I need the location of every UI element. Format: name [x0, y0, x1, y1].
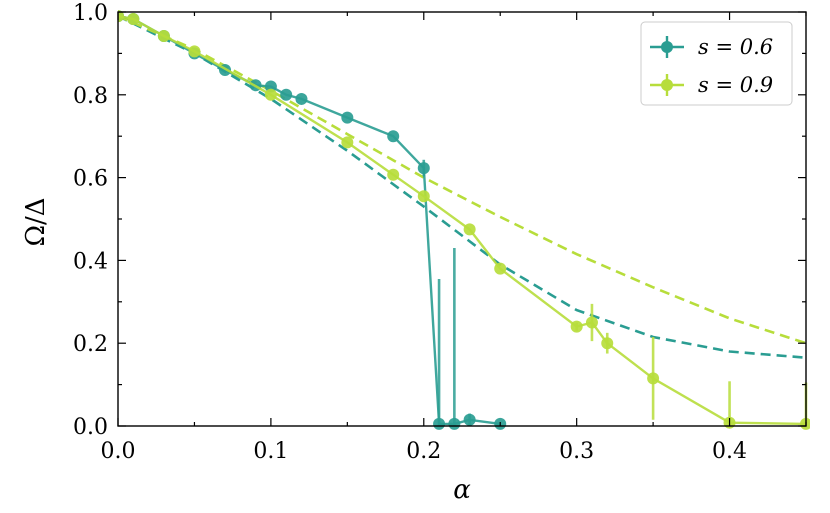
data-point-s09-15	[800, 417, 810, 430]
y-tick-label: 1.0	[73, 1, 108, 26]
y-tick-label: 0.8	[73, 84, 108, 109]
data-point-s09-10	[570, 320, 583, 333]
y-tick-label: 0.2	[73, 332, 108, 357]
data-point-s06-8	[295, 92, 308, 105]
x-tick-label: 0.4	[712, 439, 747, 464]
y-tick-label: 0.4	[73, 249, 108, 274]
theory-curve-s06	[118, 14, 807, 359]
data-point-s09-4	[264, 88, 277, 101]
data-point-s09-0	[118, 10, 124, 23]
x-tick-label: 0.1	[253, 439, 288, 464]
legend-marker-s06	[661, 41, 673, 53]
data-point-s09-13	[647, 372, 660, 385]
series-line-s09	[118, 14, 807, 426]
legend-marker-s09	[661, 79, 673, 91]
x-tick-label: 0.3	[559, 439, 594, 464]
data-series	[118, 10, 810, 430]
data-point-s06-11	[417, 162, 430, 175]
data-point-s09-8	[463, 223, 476, 236]
data-point-s06-12	[433, 417, 446, 430]
data-point-s09-2	[157, 30, 170, 43]
legend-label-s09: s = 0.9	[698, 73, 773, 97]
theory-curve-s09	[118, 14, 807, 345]
data-point-s06-6	[264, 80, 277, 93]
series-s09	[118, 10, 810, 430]
data-point-s06-7	[280, 88, 293, 101]
y-tick-label: 0.0	[73, 415, 108, 440]
data-point-s06-13	[448, 417, 461, 430]
series-s06	[118, 10, 507, 430]
axes: 0.0 0.1 0.2 0.3 0.4 0.0 0.2 0.4 0.6 0.8 1.0	[73, 1, 807, 464]
data-point-s06-9	[341, 111, 354, 124]
data-point-s09-6	[387, 168, 400, 181]
y-tick-label: 0.6	[73, 167, 108, 192]
y-axis-label: Ω/Δ	[21, 197, 51, 246]
data-point-s09-5	[341, 136, 354, 149]
data-point-s09-3	[188, 45, 201, 58]
data-point-s09-9	[494, 262, 507, 275]
data-point-s09-12	[601, 337, 614, 350]
legend-label-s06: s = 0.6	[698, 35, 773, 59]
x-tick-label: 0.0	[101, 439, 136, 464]
data-point-s09-7	[417, 190, 430, 203]
data-point-s06-10	[387, 130, 400, 143]
data-point-s09-11	[585, 316, 598, 329]
data-point-s06-14	[463, 413, 476, 426]
data-point-s09-1	[127, 13, 140, 26]
legend: s = 0.6 s = 0.9	[640, 21, 793, 106]
x-axis-label: α	[453, 475, 471, 505]
x-tick-label: 0.2	[406, 439, 441, 464]
theory-curves	[118, 14, 807, 359]
